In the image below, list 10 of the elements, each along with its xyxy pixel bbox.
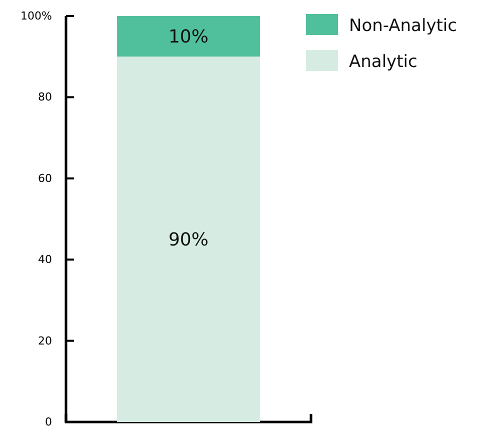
y-tick-label: 0	[45, 416, 52, 429]
data-label: 90%	[168, 230, 209, 251]
legend-label: Non-Analytic	[349, 16, 457, 36]
y-tick-label: 80	[38, 90, 52, 104]
y-tick-label: 100%	[20, 10, 52, 23]
y-tick-label: 20	[38, 334, 52, 348]
data-label: 10%	[168, 26, 209, 48]
y-tick-label: 60	[38, 172, 52, 185]
legend-label: Analytic	[349, 52, 418, 72]
y-tick-label: 40	[38, 253, 52, 266]
